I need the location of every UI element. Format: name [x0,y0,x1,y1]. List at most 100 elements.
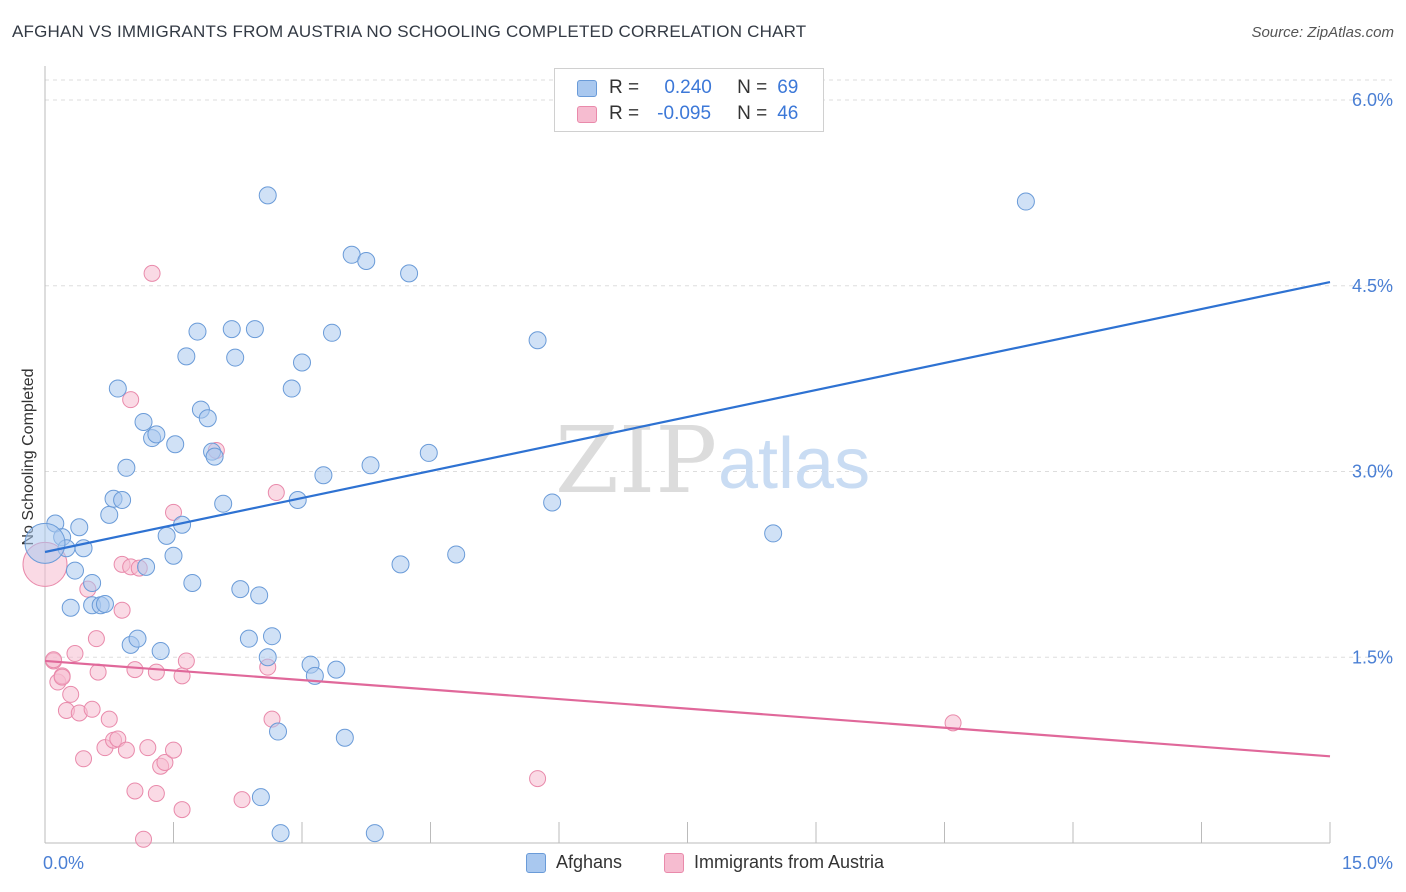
afghans-point [322,323,341,342]
afghans-point [205,447,224,466]
austria-point [126,661,144,679]
trend-lines [44,280,1331,758]
bottom-legend-afghans: Afghans [526,852,622,873]
correlation-legend: R = 0.240 N = 69 R = -0.095 N = 46 [554,68,824,132]
afghans-point [263,627,282,646]
austria-point [165,503,182,521]
afghans-point [361,456,380,475]
legend-n-value: 69 [777,77,799,98]
afghans-point [137,557,156,576]
afghans-point [164,546,183,565]
afghans-point [222,320,241,339]
afghans-legend-label: Afghans [556,852,623,872]
afghans-point [157,526,176,545]
austria-point [66,645,84,663]
tick-labels: 1.5% 3.0% 4.5% 6.0% 0.0% 15.0% [43,90,1393,873]
afghans-point [83,573,102,592]
legend-r-label: R = [609,103,640,124]
watermark-atlas: atlas [718,424,870,504]
watermark-zip: ZIP [555,407,717,514]
austria-point [267,484,285,502]
austria-point [529,770,547,788]
axes [44,66,1331,844]
chart-title: AFGHAN VS IMMIGRANTS FROM AUSTRIA NO SCH… [12,22,807,41]
afghans-point [128,629,147,648]
austria-point [87,630,105,648]
austria-point [135,830,153,848]
austria-point [75,750,93,768]
afghans-point [419,443,438,462]
afghans-point [70,518,89,537]
afghans-point [113,490,132,509]
afghans-point [198,409,217,428]
austria-point [45,651,63,669]
afghans-point [251,788,270,807]
afghans-point [528,331,547,350]
watermark: ZIP atlas [555,407,870,514]
source-label: Source: ZipAtlas.com [1251,24,1394,41]
afghans-point [231,580,250,599]
afghans-point [282,379,301,398]
y-tick-label: 4.5% [1352,276,1393,296]
afghans-point [166,435,185,454]
afghans-point [151,642,170,661]
austria-point [944,714,962,732]
grid-lines [45,79,1392,658]
afghans-point [400,264,419,283]
afghans-point [258,186,277,205]
y-tick-label: 3.0% [1352,462,1393,482]
austria-point [122,391,140,409]
legend-n-label: N = [737,77,768,98]
legend-r-value: -0.095 [657,103,712,124]
afghans-point [95,595,114,614]
afghans-point [764,524,783,543]
afghans-point [65,561,84,580]
austria-point [100,710,118,728]
afghans-point [147,425,166,444]
legend-row-afghans: R = 0.240 N = 69 [577,77,798,99]
afghans-point [335,728,354,747]
legend-r-label: R = [609,77,640,98]
afghans-swatch [577,79,597,97]
bottom-legend-austria: Immigrants from Austria [664,852,884,873]
afghans-point [134,412,153,431]
afghans-point [314,466,333,485]
austria-point [89,663,107,681]
legend-row-austria: R = -0.095 N = 46 [577,103,798,125]
afghans-point [226,348,245,367]
afghans-legend-swatch [526,852,546,873]
austria-point [113,601,131,619]
austria-legend-label: Immigrants from Austria [694,852,885,872]
afghans-point [250,586,269,605]
afghans-point [357,251,376,270]
austria-point [83,700,101,718]
austria-point [147,784,165,802]
austria-point [126,782,144,800]
afghans-point [245,320,264,339]
afghans-point [183,573,202,592]
x-tick-label: 15.0% [1342,853,1393,873]
afghans-point [188,322,207,341]
austria-swatch [577,105,597,123]
austria-point [139,739,157,757]
afghans-point [327,660,346,679]
austria-point [156,754,174,772]
x-tick-label: 0.0% [43,853,84,873]
austria-point [233,791,251,809]
austria-point [147,663,165,681]
afghans-point [177,347,196,366]
afghans-point [117,458,136,477]
afghans-point [258,648,277,667]
afghans-point [61,598,80,617]
afghans-point [1016,192,1035,211]
afghans-trend-line [44,280,1331,554]
afghans-point [271,824,290,843]
austria-point [117,741,135,759]
austria-point [62,685,80,703]
afghans-point [24,522,66,564]
immigrants-from-austria-points [22,264,962,848]
y-tick-label: 1.5% [1352,647,1393,667]
afghans-point [293,353,311,372]
afghans-point [269,722,288,741]
